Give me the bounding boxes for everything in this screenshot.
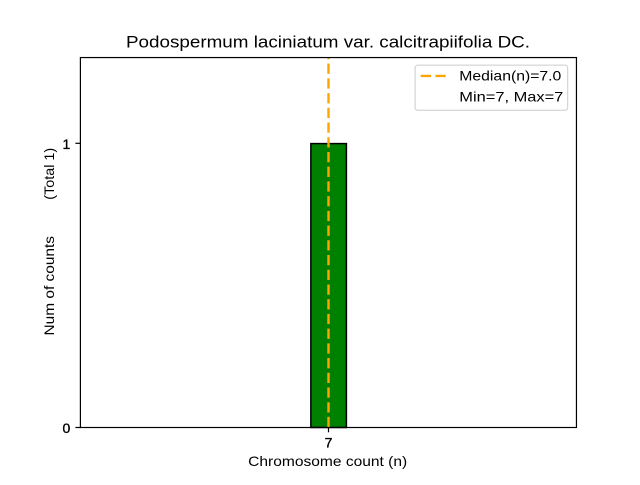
- svg-text:Median(n)=7.0: Median(n)=7.0: [459, 68, 561, 84]
- svg-text:Chromosome count (n): Chromosome count (n): [248, 453, 407, 469]
- svg-text:Num of counts: Num of counts: [41, 236, 57, 336]
- svg-text:Podospermum laciniatum var. ca: Podospermum laciniatum var. calcitrapiif…: [126, 33, 530, 51]
- svg-text:Min=7, Max=7: Min=7, Max=7: [459, 89, 563, 105]
- svg-text:(Total 1): (Total 1): [41, 148, 57, 200]
- svg-text:1: 1: [63, 136, 71, 152]
- svg-text:0: 0: [63, 420, 71, 436]
- svg-text:7: 7: [325, 435, 333, 451]
